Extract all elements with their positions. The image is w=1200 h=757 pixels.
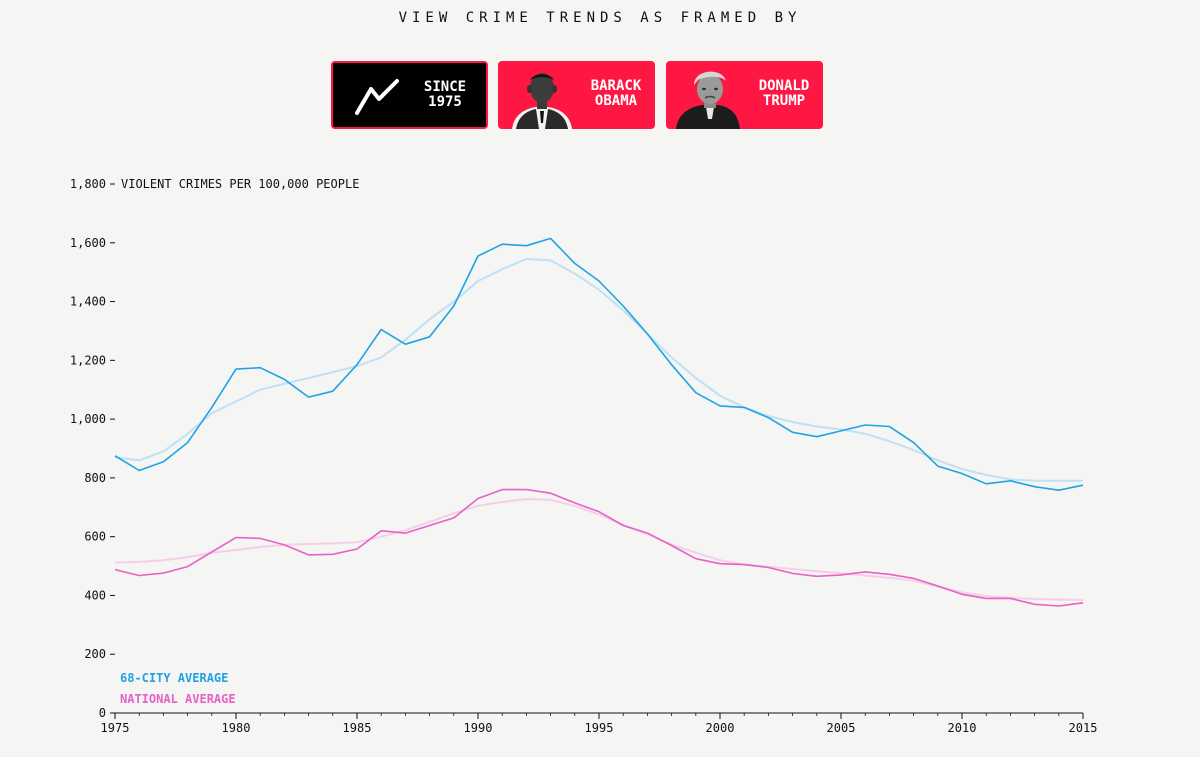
y-tick-label: 800 xyxy=(84,471,106,485)
trump-portrait xyxy=(674,61,746,129)
x-tick-label: 1995 xyxy=(585,721,614,735)
legend: 68-CITY AVERAGE NATIONAL AVERAGE xyxy=(120,671,236,706)
y-tick-label: 1,400 xyxy=(70,295,106,309)
national-average-line xyxy=(114,488,1084,607)
framing-buttons: SINCE 1975 BARACK OBAMA xyxy=(331,61,826,129)
crime-chart: 0 200 400 600 800 1,000 1,200 1,400 1,600 1,800 V… xyxy=(0,160,1200,753)
y-tick-label: 600 xyxy=(84,530,106,544)
legend-national-average: NATIONAL AVERAGE xyxy=(120,692,236,706)
header-title: VIEW CRIME TRENDS AS FRAMED BY xyxy=(398,10,802,26)
y-axis: 0 200 400 600 800 1,000 1,200 1,400 1,600 1,800 xyxy=(70,177,115,720)
donald-trump-label: DONALD TRUMP xyxy=(758,78,810,109)
trend-line-icon xyxy=(341,63,413,131)
barack-obama-button[interactable]: BARACK OBAMA xyxy=(498,61,655,129)
x-tick-label: 2000 xyxy=(706,721,735,735)
y-tick-label: 1,800 xyxy=(70,177,106,191)
x-tick-label: 1980 xyxy=(222,721,251,735)
since-1975-button[interactable]: SINCE 1975 xyxy=(331,61,488,129)
city-average-line xyxy=(114,237,1084,491)
y-tick-label: 0 xyxy=(99,706,106,720)
y-axis-label: VIOLENT CRIMES PER 100,000 PEOPLE xyxy=(121,177,359,191)
x-axis: 1975 1980 1985 1990 1995 2000 2005 2010 2015 xyxy=(101,712,1098,735)
x-tick-label: 2010 xyxy=(948,721,977,735)
y-tick-label: 400 xyxy=(84,588,106,602)
y-tick-label: 1,600 xyxy=(70,236,106,250)
x-tick-label: 1985 xyxy=(343,721,372,735)
since-1975-label: SINCE 1975 xyxy=(423,79,467,110)
donald-trump-button[interactable]: DONALD TRUMP xyxy=(666,61,823,129)
crime-chart-svg: 0 200 400 600 800 1,000 1,200 1,400 1,600 1,800 V… xyxy=(70,177,1098,735)
series-lines xyxy=(114,237,1084,607)
x-tick-label: 1990 xyxy=(464,721,493,735)
x-tick-label: 2015 xyxy=(1069,721,1098,735)
city-trend-line xyxy=(114,257,1083,482)
x-tick-label: 2005 xyxy=(827,721,856,735)
barack-obama-label: BARACK OBAMA xyxy=(590,78,642,109)
x-tick-label: 1975 xyxy=(101,721,130,735)
y-tick-label: 1,200 xyxy=(70,353,106,367)
y-tick-label: 1,000 xyxy=(70,412,106,426)
national-trend-line xyxy=(114,497,1084,601)
obama-portrait xyxy=(506,61,578,129)
legend-city-average: 68-CITY AVERAGE xyxy=(120,671,228,685)
trend-lines xyxy=(114,257,1084,601)
y-tick-label: 200 xyxy=(84,647,106,661)
